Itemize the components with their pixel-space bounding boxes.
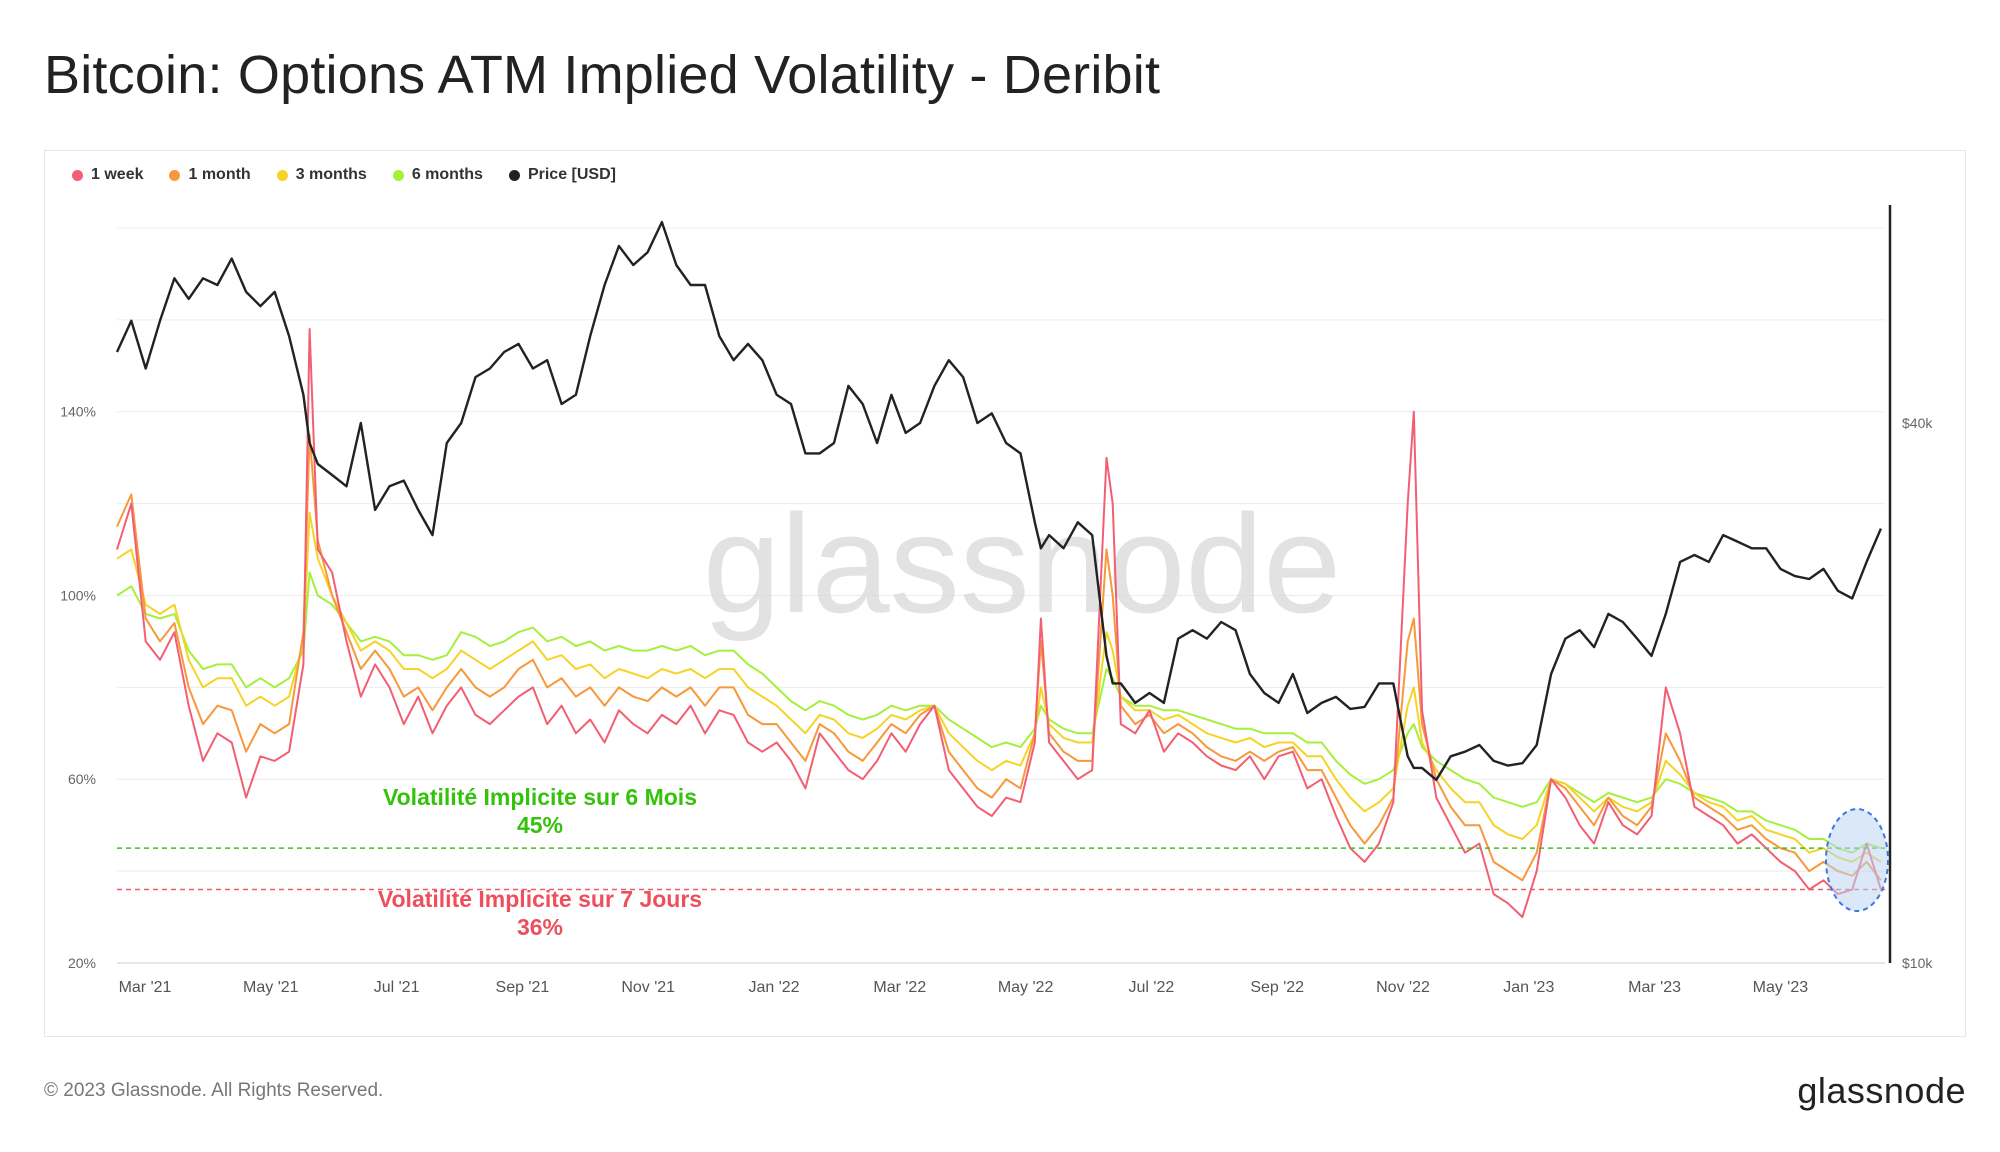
y-left-tick-label: 100% bbox=[60, 587, 96, 603]
annotation-1w: Volatilité Implicite sur 7 Jours 36% bbox=[330, 885, 750, 941]
series-line-price bbox=[115, 220, 1883, 782]
y-left-tick-label: 140% bbox=[60, 404, 96, 420]
legend-item-6m[interactable]: 6 months bbox=[392, 166, 483, 184]
legend-dot bbox=[276, 169, 288, 181]
legend-label: 6 months bbox=[411, 166, 483, 183]
legend-label: Price [USD] bbox=[527, 166, 616, 183]
legend-item-price[interactable]: Price [USD] bbox=[508, 166, 616, 184]
x-tick-label: Jan '23 bbox=[1503, 979, 1554, 996]
copyright: © 2023 Glassnode. All Rights Reserved. bbox=[44, 1080, 384, 1101]
legend-label: 3 months bbox=[295, 166, 367, 183]
series-line-6m bbox=[116, 571, 1882, 854]
legend-item-3m[interactable]: 3 months bbox=[276, 166, 367, 184]
x-tick-label: Sep '21 bbox=[496, 979, 550, 996]
legend-dot bbox=[72, 169, 83, 181]
x-tick-label: May '23 bbox=[1753, 979, 1809, 996]
legend-item-1w[interactable]: 1 week bbox=[72, 166, 143, 184]
axes: Mar '21 May '21 Jul '21 Sep '21 Nov '21 Jan '… bbox=[60, 205, 1933, 996]
legend-dot bbox=[169, 169, 181, 181]
series-line-3m bbox=[116, 511, 1882, 863]
x-tick-label: Mar '23 bbox=[1628, 979, 1681, 996]
watermark: glassnode bbox=[703, 485, 1341, 642]
x-tick-label: Nov '21 bbox=[621, 979, 675, 996]
x-tick-label: May '21 bbox=[243, 979, 299, 996]
y-right-tick-label: $40k bbox=[1902, 415, 1933, 431]
annotation-1w-label: Volatilité Implicite sur 7 Jours bbox=[377, 886, 703, 912]
y-left-tick-label: 60% bbox=[68, 771, 96, 787]
annotation-6m: Volatilité Implicite sur 6 Mois 45% bbox=[330, 783, 750, 839]
series-layer bbox=[115, 220, 1883, 919]
annotation-6m-label: Volatilité Implicite sur 6 Mois bbox=[383, 784, 697, 810]
legend-item-1m[interactable]: 1 month bbox=[169, 166, 251, 184]
grid bbox=[117, 227, 1885, 964]
legend: 1 week 1 month 3 months 6 months Price [USD] bbox=[72, 166, 616, 184]
x-tick-label: Nov '22 bbox=[1376, 979, 1430, 996]
legend-label: 1 month bbox=[188, 166, 251, 183]
series-line-1w bbox=[116, 328, 1882, 919]
annotation-1w-value: 36% bbox=[516, 914, 564, 940]
y-left-tick-label: 20% bbox=[68, 955, 96, 971]
x-tick-label: Jul '21 bbox=[374, 979, 420, 996]
y-right-tick-label: $10k bbox=[1902, 955, 1933, 971]
annotation-6m-value: 45% bbox=[516, 812, 564, 838]
legend-dot bbox=[392, 169, 404, 181]
x-tick-label: May '22 bbox=[998, 979, 1054, 996]
reference-lines bbox=[117, 847, 1885, 891]
legend-label: 1 week bbox=[91, 166, 144, 183]
highlight-ellipse bbox=[1825, 808, 1889, 912]
x-tick-label: Mar '22 bbox=[873, 979, 926, 996]
glassnode-logo: glassnode bbox=[1797, 1070, 1966, 1111]
page-title: Bitcoin: Options ATM Implied Volatility … bbox=[44, 45, 1161, 105]
legend-dot bbox=[508, 169, 520, 181]
x-tick-label: Sep '22 bbox=[1250, 979, 1304, 996]
series-line-1m bbox=[116, 433, 1882, 882]
x-tick-label: Jan '22 bbox=[748, 979, 799, 996]
x-tick-label: Jul '22 bbox=[1129, 979, 1175, 996]
x-tick-label: Mar '21 bbox=[119, 979, 172, 996]
